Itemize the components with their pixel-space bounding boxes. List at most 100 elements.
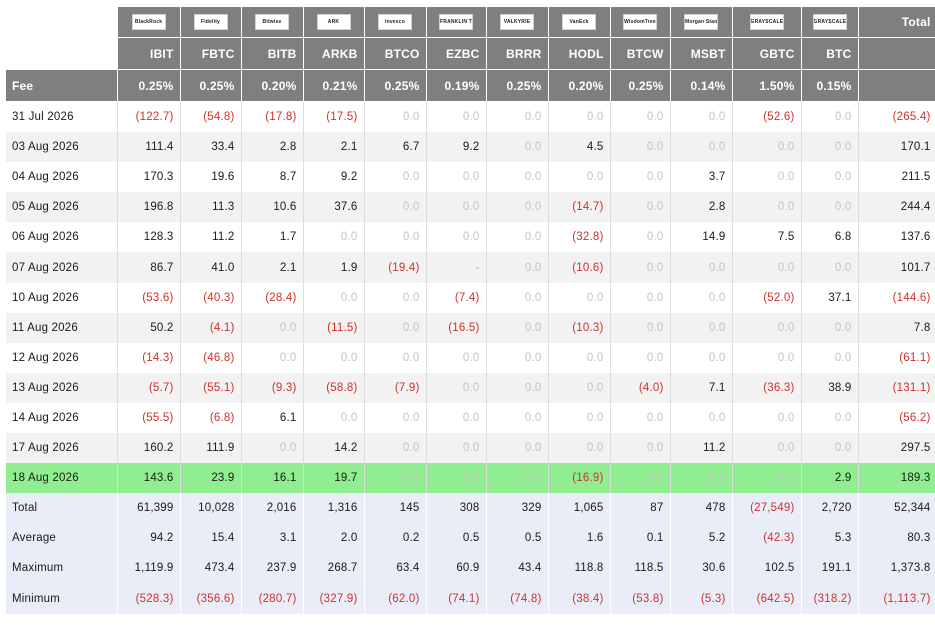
flow-cell-brrr: 0.0 <box>486 372 549 403</box>
ticker-arkb: ARKB <box>303 37 365 70</box>
etf-flows-table: BlackRock Fidelity Bitwise ARK Invesco FRANKL… <box>6 7 935 614</box>
flow-cell-brrr: 0.0 <box>486 101 549 133</box>
table-row: 18 Aug 2026 143.6 23.9 16.1 19.7 0.0 0.0 0.0 (16… <box>6 463 935 494</box>
flow-cell-msbt: 0.0 <box>670 132 733 163</box>
flow-cell-arkb: 1.9 <box>303 252 365 283</box>
summary-cell-brrr: 0.5 <box>486 523 549 554</box>
morgan-stanley-logo: Morgan Stanley <box>684 14 718 30</box>
summary-cell-btcw: (53.8) <box>610 583 671 614</box>
flow-cell-btcw: (4.0) <box>610 372 671 403</box>
summary-total: 52,344 <box>858 493 935 524</box>
flow-cell-ibit: 128.3 <box>117 222 181 253</box>
summary-cell-arkb: 268.7 <box>303 553 365 584</box>
row-date: 17 Aug 2026 <box>6 433 118 464</box>
summary-cell-btcw: 118.5 <box>610 553 671 584</box>
flow-cell-btcw: 0.0 <box>610 282 671 313</box>
flow-cell-ezbc: 0.0 <box>426 222 487 253</box>
flow-cell-gbtc: 0.0 <box>732 312 802 343</box>
row-total: 101.7 <box>858 252 935 283</box>
row-total: (144.6) <box>858 282 935 313</box>
flow-cell-btc: 0.0 <box>801 132 859 163</box>
flow-cell-btcw: 0.0 <box>610 162 671 193</box>
summary-cell-hodl: (38.4) <box>548 583 611 614</box>
table-row: 10 Aug 2026 (53.6) (40.3) (28.4) 0.0 0.0 (7.4)… <box>6 282 935 313</box>
flow-cell-fbtc: 19.6 <box>180 162 242 193</box>
flow-cell-msbt: 2.8 <box>670 192 733 223</box>
summary-cell-arkb: (327.9) <box>303 583 365 614</box>
flow-cell-arkb: 37.6 <box>303 192 365 223</box>
flow-cell-btco: 0.0 <box>364 101 427 133</box>
flow-cell-btco: 0.0 <box>364 312 427 343</box>
summary-cell-hodl: 118.8 <box>548 553 611 584</box>
flow-cell-btcw: 0.0 <box>610 192 671 223</box>
flow-cell-btco: 0.0 <box>364 433 427 464</box>
summary-cell-btc: 2,720 <box>801 493 859 524</box>
flow-cell-fbtc: (46.8) <box>180 342 242 373</box>
flow-cell-arkb: (17.5) <box>303 101 365 133</box>
flow-cell-btco: 0.0 <box>364 162 427 193</box>
flow-cell-ibit: (55.5) <box>117 402 181 434</box>
flow-cell-hodl: 0.0 <box>548 402 611 434</box>
fee-value: 0.25% <box>180 69 242 102</box>
summary-row: Total 61,399 10,028 2,016 1,316 145 308 329 1,06… <box>6 493 935 524</box>
table-row: 06 Aug 2026 128.3 11.2 1.7 0.0 0.0 0.0 0.0 (32.8… <box>6 222 935 253</box>
flow-cell-brrr: 0.0 <box>486 463 549 494</box>
flow-cell-btc: 2.9 <box>801 463 859 494</box>
summary-cell-btco: 0.2 <box>364 523 427 554</box>
summary-cell-brrr: 329 <box>486 493 549 524</box>
flow-cell-ezbc: - <box>426 252 487 283</box>
flow-cell-ezbc: 0.0 <box>426 433 487 464</box>
invesco-logo: Invesco <box>378 14 412 30</box>
flow-cell-ezbc: 0.0 <box>426 342 487 373</box>
row-total: (131.1) <box>858 372 935 403</box>
flow-cell-hodl: 0.0 <box>548 372 611 403</box>
summary-cell-ibit: 61,399 <box>117 493 181 524</box>
flow-cell-arkb: 9.2 <box>303 162 365 193</box>
summary-stats: Total 61,399 10,028 2,016 1,316 145 308 329 1,06… <box>6 493 935 614</box>
summary-cell-btc: 5.3 <box>801 523 859 554</box>
ticker-bitb: BITB <box>241 37 304 70</box>
flow-cell-ezbc: (7.4) <box>426 282 487 313</box>
flow-cell-ibit: 170.3 <box>117 162 181 193</box>
row-total: 137.6 <box>858 222 935 253</box>
fee-value: 0.20% <box>241 69 304 102</box>
flow-cell-ezbc: 0.0 <box>426 192 487 223</box>
row-date: 10 Aug 2026 <box>6 282 118 313</box>
table-row: 03 Aug 2026 111.4 33.4 2.8 2.1 6.7 9.2 0.0 4.5 0.… <box>6 132 935 163</box>
logo-row: BlackRock Fidelity Bitwise ARK Invesco FRANKL… <box>6 7 935 38</box>
ticker-btco: BTCO <box>364 37 427 70</box>
ticker-row: IBIT FBTC BITB ARKB BTCO EZBC BRRR HODL BTCW MSBT… <box>6 37 935 70</box>
valkyrie-logo: VALKYRIE <box>500 14 534 30</box>
row-total: 211.5 <box>858 162 935 193</box>
summary-cell-btc: 191.1 <box>801 553 859 584</box>
summary-cell-fbtc: 15.4 <box>180 523 242 554</box>
flow-cell-btc: 0.0 <box>801 192 859 223</box>
flow-cell-hodl: 0.0 <box>548 282 611 313</box>
flow-cell-btcw: 0.0 <box>610 402 671 434</box>
flow-cell-btcw: 0.0 <box>610 222 671 253</box>
ticker-brrr: BRRR <box>486 37 549 70</box>
summary-total: (1,113.7) <box>858 583 935 614</box>
fee-value: 1.50% <box>732 69 802 102</box>
flow-cell-btco: 0.0 <box>364 282 427 313</box>
issuer-logo-cell: GRAYSCALE <box>801 7 859 38</box>
fee-value: 0.21% <box>303 69 365 102</box>
summary-cell-ezbc: 308 <box>426 493 487 524</box>
summary-total: 1,373.8 <box>858 553 935 584</box>
flow-cell-gbtc: 0.0 <box>732 192 802 223</box>
flow-cell-ibit: (122.7) <box>117 101 181 133</box>
flow-cell-brrr: 0.0 <box>486 433 549 464</box>
summary-cell-gbtc: (27,549) <box>732 493 802 524</box>
flow-cell-btc: 0.0 <box>801 252 859 283</box>
flow-cell-btc: 38.9 <box>801 372 859 403</box>
summary-cell-btc: (318.2) <box>801 583 859 614</box>
row-date: 07 Aug 2026 <box>6 252 118 283</box>
flow-cell-gbtc: 7.5 <box>732 222 802 253</box>
flow-cell-btcw: 0.0 <box>610 342 671 373</box>
flow-cell-fbtc: (55.1) <box>180 372 242 403</box>
flow-cell-msbt: 0.0 <box>670 342 733 373</box>
grayscale-logo: GRAYSCALE <box>749 14 784 30</box>
flow-cell-ezbc: 0.0 <box>426 372 487 403</box>
fee-total-spacer <box>858 69 935 102</box>
flow-cell-ezbc: 0.0 <box>426 463 487 494</box>
